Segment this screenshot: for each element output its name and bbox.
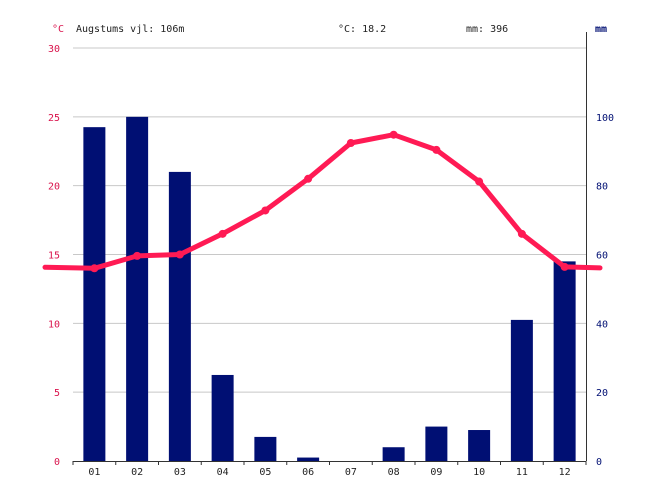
temp-unit-label: °C (52, 24, 64, 35)
month-label: 08 (388, 467, 400, 478)
precip-bar (553, 261, 576, 461)
temp-tick-label: 30 (48, 44, 60, 55)
month-label: 11 (516, 467, 528, 478)
temp-point (432, 145, 441, 154)
precip-bar (468, 430, 491, 461)
month-label: 01 (88, 467, 100, 478)
precip-bar (425, 426, 448, 461)
precip-bar (297, 457, 320, 461)
temp-tick-label: 5 (54, 388, 60, 399)
axes (72, 32, 587, 465)
temp-point (560, 262, 569, 271)
precip-bar (254, 436, 277, 461)
precip-bar (211, 374, 234, 461)
precip-tick-label: 20 (596, 388, 608, 399)
temp-point (175, 250, 184, 259)
temp-point (133, 251, 142, 260)
month-label: 07 (345, 467, 357, 478)
precipitation-bars (83, 116, 576, 462)
temp-tick-label: 20 (48, 182, 60, 193)
temp-point (304, 174, 313, 183)
month-label: 02 (131, 467, 143, 478)
mean-temp-label: °C: 18.2 (338, 24, 386, 35)
precip-tick-label: 40 (596, 319, 608, 330)
header: °C Augstums vjl: 106m °C: 18.2 mm: 396 m… (52, 24, 607, 35)
precip-bar (168, 171, 191, 461)
temp-point (346, 138, 355, 147)
temp-tick-label: 0 (54, 457, 60, 468)
month-label: 09 (430, 467, 442, 478)
precip-tick-label: 80 (596, 182, 608, 193)
precip-bar (382, 447, 405, 461)
total-precip-label: mm: 396 (466, 24, 508, 35)
temp-point (475, 177, 484, 186)
month-label: 12 (559, 467, 571, 478)
month-label: 03 (174, 467, 186, 478)
temp-point (389, 130, 398, 139)
temp-tick-label: 10 (48, 319, 60, 330)
precip-bar (126, 116, 149, 461)
precip-unit-label: mm (595, 24, 607, 35)
month-label: 10 (473, 467, 485, 478)
precip-bar (510, 319, 533, 461)
month-label: 04 (217, 467, 229, 478)
precip-bar (83, 127, 106, 462)
temperature-line (42, 130, 603, 273)
temp-tick-label: 15 (48, 251, 60, 262)
precip-tick-label: 60 (596, 251, 608, 262)
elevation-label: Augstums vjl: 106m (76, 24, 184, 35)
month-label: 05 (259, 467, 271, 478)
month-label: 06 (302, 467, 314, 478)
temp-line-path (42, 132, 603, 271)
temp-point (218, 229, 227, 238)
temp-point (261, 206, 270, 215)
precip-tick-label: 0 (596, 457, 602, 468)
temp-point (90, 264, 99, 273)
precip-tick-label: 100 (596, 113, 614, 124)
temp-point (517, 229, 526, 238)
temp-tick-label: 25 (48, 113, 60, 124)
